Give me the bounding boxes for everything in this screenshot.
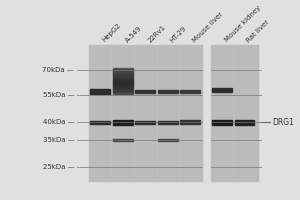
Text: Mouse kidney: Mouse kidney <box>224 5 262 43</box>
Bar <box>89 45 202 181</box>
Bar <box>211 45 233 181</box>
Bar <box>212 88 232 92</box>
Bar <box>113 80 133 82</box>
Bar <box>113 70 133 72</box>
Bar <box>134 45 157 181</box>
Bar <box>113 73 133 74</box>
Bar <box>158 121 178 124</box>
Text: A-549: A-549 <box>124 25 143 43</box>
Bar <box>113 78 133 79</box>
Bar <box>113 120 133 125</box>
Bar <box>113 89 133 91</box>
Bar <box>113 92 133 94</box>
Bar <box>235 120 254 125</box>
Bar <box>113 68 133 69</box>
Bar <box>113 139 133 141</box>
Bar <box>180 90 200 93</box>
Bar <box>113 91 133 92</box>
Bar <box>89 45 111 181</box>
Bar <box>113 82 133 83</box>
Text: Rat liver: Rat liver <box>246 19 271 43</box>
Bar <box>233 45 256 181</box>
Bar <box>179 45 202 181</box>
Bar <box>158 90 178 93</box>
Bar <box>113 75 133 77</box>
Bar <box>113 83 133 85</box>
Text: HT-29: HT-29 <box>169 25 188 43</box>
Bar <box>158 139 178 141</box>
Bar <box>90 121 110 124</box>
Bar <box>113 79 133 81</box>
Bar <box>113 77 133 78</box>
Bar <box>113 86 133 87</box>
Text: 22Rv1: 22Rv1 <box>147 24 166 43</box>
Bar <box>157 45 179 181</box>
Text: DRG1: DRG1 <box>273 118 295 127</box>
Bar <box>113 84 133 86</box>
Bar <box>180 120 200 124</box>
Bar <box>113 74 133 76</box>
Bar <box>135 90 155 93</box>
Bar <box>212 120 232 125</box>
Bar <box>211 45 258 181</box>
Text: HepG2: HepG2 <box>102 23 123 43</box>
Text: 35kDa —: 35kDa — <box>43 137 74 143</box>
Bar <box>113 71 133 73</box>
Bar <box>135 121 155 124</box>
Text: 70kDa —: 70kDa — <box>42 67 74 73</box>
Text: Mouse liver: Mouse liver <box>192 11 224 43</box>
Bar <box>113 87 133 88</box>
Bar <box>90 89 110 94</box>
Bar <box>113 69 133 70</box>
Text: 40kDa —: 40kDa — <box>43 119 74 125</box>
Text: 55kDa —: 55kDa — <box>43 92 74 98</box>
Bar <box>113 88 133 90</box>
Bar <box>111 45 134 181</box>
Text: 25kDa —: 25kDa — <box>43 164 74 170</box>
